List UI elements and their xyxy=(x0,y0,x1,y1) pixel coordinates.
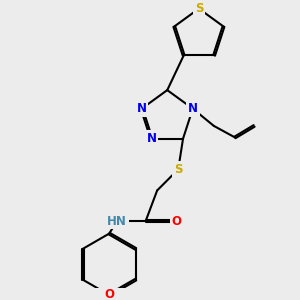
Text: N: N xyxy=(137,102,147,115)
Text: O: O xyxy=(171,214,181,228)
Text: O: O xyxy=(104,288,114,300)
Text: N: N xyxy=(146,132,157,145)
Text: S: S xyxy=(174,163,182,176)
Text: HN: HN xyxy=(107,214,127,228)
Text: S: S xyxy=(195,2,203,15)
Text: N: N xyxy=(188,102,198,115)
